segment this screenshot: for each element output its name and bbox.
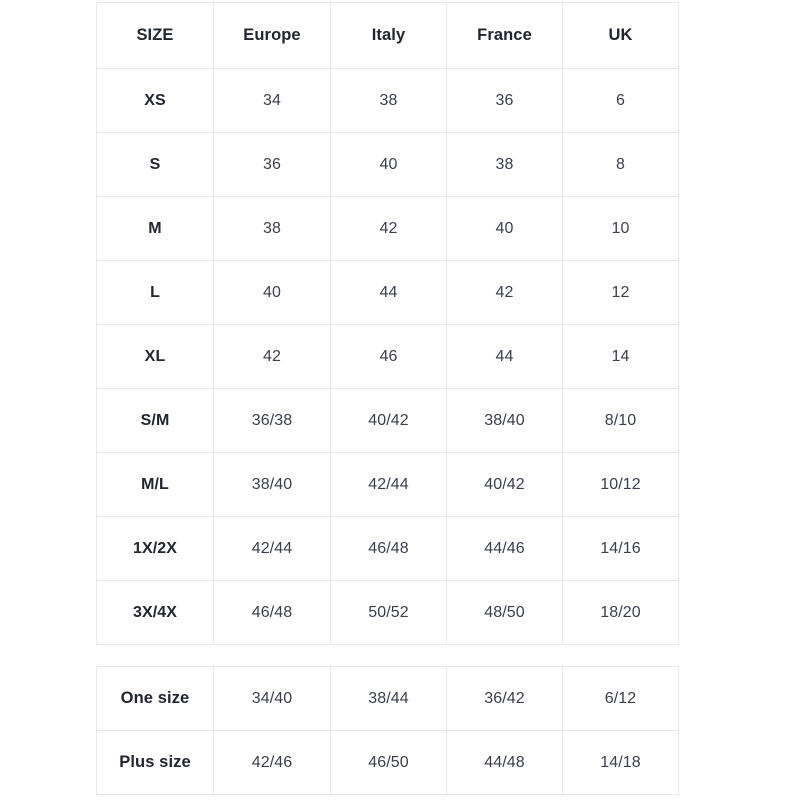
table-row: M 38 42 40 10: [96, 196, 679, 261]
size-label-cell: M: [96, 196, 214, 261]
italy-value-cell: 42: [330, 196, 447, 261]
europe-value-cell: 34/40: [213, 666, 331, 731]
france-value-cell: 36: [446, 68, 563, 133]
table-header-row: SIZE Europe Italy France UK: [96, 2, 679, 69]
uk-value-cell: 18/20: [562, 580, 679, 645]
size-label-cell: S/M: [96, 388, 214, 453]
size-conversion-table: SIZE Europe Italy France UK XS 34 38 36 …: [96, 2, 679, 645]
size-label-cell: 3X/4X: [96, 580, 214, 645]
table-row: XL 42 46 44 14: [96, 324, 679, 389]
europe-value-cell: 36: [213, 132, 331, 197]
france-value-cell: 48/50: [446, 580, 563, 645]
italy-value-cell: 38: [330, 68, 447, 133]
table-body: One size 34/40 38/44 36/42 6/12 Plus siz…: [96, 666, 679, 795]
france-value-cell: 40/42: [446, 452, 563, 517]
table-row: M/L 38/40 42/44 40/42 10/12: [96, 452, 679, 517]
france-value-cell: 40: [446, 196, 563, 261]
table-row: XS 34 38 36 6: [96, 68, 679, 133]
europe-value-cell: 38: [213, 196, 331, 261]
column-header-uk: UK: [562, 2, 679, 69]
table-row: L 40 44 42 12: [96, 260, 679, 325]
europe-value-cell: 34: [213, 68, 331, 133]
uk-value-cell: 14/16: [562, 516, 679, 581]
europe-value-cell: 42/44: [213, 516, 331, 581]
italy-value-cell: 46/48: [330, 516, 447, 581]
italy-value-cell: 40: [330, 132, 447, 197]
size-label-cell: M/L: [96, 452, 214, 517]
size-label-cell: 1X/2X: [96, 516, 214, 581]
size-conversion-table-container: SIZE Europe Italy France UK XS 34 38 36 …: [96, 2, 679, 645]
table-body: XS 34 38 36 6 S 36 40 38 8 M 38 42: [96, 68, 679, 645]
column-header-size: SIZE: [96, 2, 214, 69]
one-size-conversion-table-container: One size 34/40 38/44 36/42 6/12 Plus siz…: [96, 666, 679, 795]
column-header-europe: Europe: [213, 2, 331, 69]
europe-value-cell: 36/38: [213, 388, 331, 453]
uk-value-cell: 6/12: [562, 666, 679, 731]
europe-value-cell: 38/40: [213, 452, 331, 517]
europe-value-cell: 46/48: [213, 580, 331, 645]
size-label-cell: Plus size: [96, 730, 214, 795]
size-label-cell: L: [96, 260, 214, 325]
uk-value-cell: 6: [562, 68, 679, 133]
table-row: One size 34/40 38/44 36/42 6/12: [96, 666, 679, 731]
europe-value-cell: 42/46: [213, 730, 331, 795]
europe-value-cell: 42: [213, 324, 331, 389]
table-row: S 36 40 38 8: [96, 132, 679, 197]
france-value-cell: 38: [446, 132, 563, 197]
europe-value-cell: 40: [213, 260, 331, 325]
italy-value-cell: 46/50: [330, 730, 447, 795]
table-header: SIZE Europe Italy France UK: [96, 2, 679, 69]
uk-value-cell: 12: [562, 260, 679, 325]
italy-value-cell: 46: [330, 324, 447, 389]
france-value-cell: 44/48: [446, 730, 563, 795]
table-row: 3X/4X 46/48 50/52 48/50 18/20: [96, 580, 679, 645]
table-row: Plus size 42/46 46/50 44/48 14/18: [96, 730, 679, 795]
size-label-cell: XS: [96, 68, 214, 133]
uk-value-cell: 10: [562, 196, 679, 261]
uk-value-cell: 8/10: [562, 388, 679, 453]
size-label-cell: S: [96, 132, 214, 197]
france-value-cell: 36/42: [446, 666, 563, 731]
italy-value-cell: 42/44: [330, 452, 447, 517]
france-value-cell: 44/46: [446, 516, 563, 581]
size-label-cell: XL: [96, 324, 214, 389]
uk-value-cell: 10/12: [562, 452, 679, 517]
table-row: 1X/2X 42/44 46/48 44/46 14/16: [96, 516, 679, 581]
france-value-cell: 38/40: [446, 388, 563, 453]
italy-value-cell: 40/42: [330, 388, 447, 453]
italy-value-cell: 38/44: [330, 666, 447, 731]
column-header-france: France: [446, 2, 563, 69]
column-header-italy: Italy: [330, 2, 447, 69]
france-value-cell: 42: [446, 260, 563, 325]
italy-value-cell: 50/52: [330, 580, 447, 645]
uk-value-cell: 8: [562, 132, 679, 197]
table-row: S/M 36/38 40/42 38/40 8/10: [96, 388, 679, 453]
france-value-cell: 44: [446, 324, 563, 389]
one-size-conversion-table: One size 34/40 38/44 36/42 6/12 Plus siz…: [96, 666, 679, 795]
italy-value-cell: 44: [330, 260, 447, 325]
uk-value-cell: 14/18: [562, 730, 679, 795]
size-label-cell: One size: [96, 666, 214, 731]
uk-value-cell: 14: [562, 324, 679, 389]
